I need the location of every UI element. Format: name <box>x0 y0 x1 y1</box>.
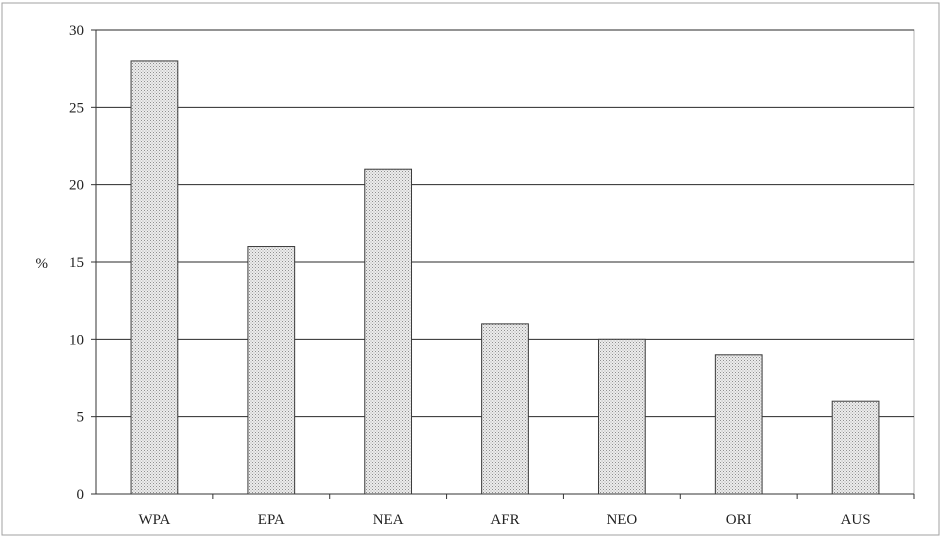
y-axis-title: % <box>36 256 49 272</box>
x-category-label: NEA <box>373 512 404 528</box>
bar-wpa <box>130 60 179 495</box>
y-tick-label: 5 <box>77 410 85 426</box>
y-tick-label: 25 <box>69 100 84 116</box>
x-category-label: WPA <box>138 512 170 528</box>
y-tick-label: 0 <box>77 487 85 503</box>
bar-ori <box>714 354 763 495</box>
x-category-label: EPA <box>258 512 285 528</box>
x-category-label: NEO <box>606 512 637 528</box>
x-category-label: AUS <box>841 512 871 528</box>
x-category-label: ORI <box>726 512 752 528</box>
bar-neo <box>597 338 646 495</box>
y-tick-label: 15 <box>69 255 84 271</box>
bar-afr <box>481 323 529 495</box>
bars <box>130 60 880 495</box>
labels: 0 5 10 15 20 25 30 WPA EPA NEA AFR NEO ORI AUS <box>69 23 871 528</box>
y-tick-label: 20 <box>69 178 84 194</box>
x-category-label: AFR <box>490 512 519 528</box>
y-tick-label: 10 <box>69 332 84 348</box>
bar-nea <box>364 168 413 495</box>
bar-aus <box>831 400 880 495</box>
bar-epa <box>247 246 296 495</box>
y-tick-label: 30 <box>69 23 84 39</box>
